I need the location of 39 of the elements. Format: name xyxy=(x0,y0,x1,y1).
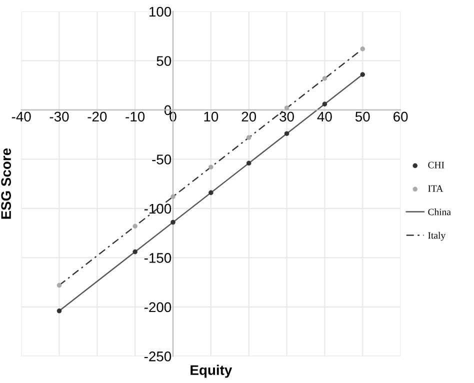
point xyxy=(360,46,366,52)
point xyxy=(56,308,62,314)
y-tick-label: 100 xyxy=(150,6,172,17)
point xyxy=(132,224,138,229)
y-tick-label: -250 xyxy=(144,352,172,362)
point xyxy=(360,72,366,77)
y-tick-label: -200 xyxy=(144,302,172,312)
x-tick-label: -40 xyxy=(12,112,31,122)
x-tick-label: -30 xyxy=(50,112,69,122)
y-tick-label: -100 xyxy=(144,204,172,214)
legend-label: ITA xyxy=(428,185,444,192)
point xyxy=(246,160,252,166)
x-tick-label: 50 xyxy=(355,112,370,122)
point xyxy=(132,249,138,254)
legend-label: Italy xyxy=(428,232,446,241)
x-tick-label: 30 xyxy=(280,112,294,122)
point xyxy=(322,102,328,106)
y-tick-label: -50 xyxy=(152,154,172,164)
point xyxy=(246,135,252,140)
x-tick-label: 20 xyxy=(242,112,256,122)
x-tick-label: 10 xyxy=(204,112,218,122)
legend-label: CHI xyxy=(428,162,444,168)
y-tick-label: -150 xyxy=(144,253,172,263)
x-tick-label: 40 xyxy=(317,112,332,122)
point xyxy=(208,164,214,170)
x-tick-label: 60 xyxy=(394,112,408,122)
point xyxy=(322,76,328,81)
point xyxy=(284,106,290,110)
y-tick-label: 50 xyxy=(156,56,172,66)
legend-label: China xyxy=(428,208,451,216)
x-axis-title: Equity xyxy=(190,364,232,378)
point xyxy=(170,194,176,200)
point xyxy=(208,190,214,196)
point xyxy=(170,220,176,225)
y-axis-title: ESG Score xyxy=(1,148,11,219)
x-tick-label: -20 xyxy=(88,112,107,122)
x-tick-label: -10 xyxy=(126,112,145,122)
point xyxy=(56,282,62,288)
point xyxy=(284,131,290,136)
